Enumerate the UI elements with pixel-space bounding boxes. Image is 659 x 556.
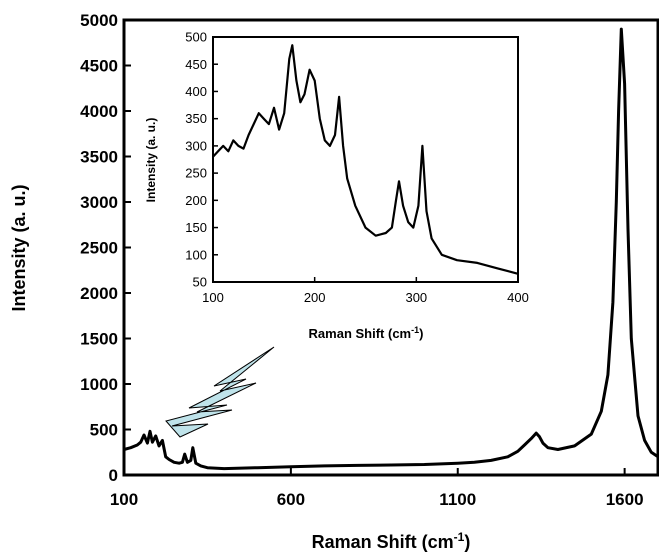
inset-y-axis-label: Intensity (a. u.) <box>144 118 158 203</box>
main-x-axis-label: Raman Shift (cm-1) <box>312 530 471 552</box>
main-x-axis-ticks: 100 600 1100 1600 <box>110 468 644 509</box>
main-y-tick-label: 1500 <box>80 329 118 348</box>
main-y-tick-label: 3500 <box>80 147 118 166</box>
inset-y-axis-ticks: 50 100 150 200 250 300 350 400 450 500 <box>185 30 218 290</box>
inset-x-tick-label: 200 <box>304 290 326 305</box>
main-chart: 0500100015002000250030003500400045005000… <box>9 11 659 552</box>
inset-x-tick-label: 300 <box>405 290 427 305</box>
inset-y-tick-label: 200 <box>185 193 207 208</box>
main-y-tick-label: 4500 <box>80 56 118 75</box>
main-y-tick-label: 5000 <box>80 11 118 30</box>
main-y-tick-label: 2000 <box>80 284 118 303</box>
inset-plot-frame <box>212 36 519 283</box>
inset-y-tick-label: 150 <box>185 220 207 235</box>
inset-x-axis-ticks: 100 200 300 400 <box>202 277 529 305</box>
inset-y-tick-label: 50 <box>193 275 207 290</box>
main-y-tick-label: 500 <box>90 420 118 439</box>
inset-y-tick-label: 300 <box>185 138 207 153</box>
main-spectrum-line <box>123 27 659 471</box>
inset-y-tick-label: 350 <box>185 111 207 126</box>
inset-y-tick-label: 450 <box>185 57 207 72</box>
inset-spectrum-line <box>212 44 519 275</box>
inset-x-axis-label: Raman Shift (cm-1) <box>309 325 424 341</box>
main-y-axis-ticks: 0 500 1000 1500 2000 2500 3000 3500 4000 4500 5000 <box>80 11 131 485</box>
main-y-tick-label: 2500 <box>80 238 118 257</box>
main-y-tick-label: 4000 <box>80 102 118 121</box>
main-y-tick-label: 0 <box>109 466 118 485</box>
inset-y-tick-label: 500 <box>185 30 207 45</box>
inset-background <box>213 37 518 282</box>
main-x-tick-label: 1600 <box>606 490 644 509</box>
main-x-tick-label: 1100 <box>439 490 476 509</box>
inset-x-tick-label: 400 <box>507 290 529 305</box>
inset-y-tick-label: 400 <box>185 84 207 99</box>
main-y-axis-label: Intensity (a. u.) <box>9 184 29 311</box>
inset-y-tick-label: 100 <box>185 247 207 262</box>
main-x-tick-label: 100 <box>110 490 138 509</box>
lightning-bolt-icon <box>165 346 275 438</box>
main-y-tick-label: 1000 <box>80 375 118 394</box>
main-x-tick-label: 600 <box>277 490 305 509</box>
inset-y-tick-label: 250 <box>185 166 207 181</box>
inset-x-tick-label: 100 <box>202 290 224 305</box>
main-y-tick-label: 3000 <box>80 193 118 212</box>
